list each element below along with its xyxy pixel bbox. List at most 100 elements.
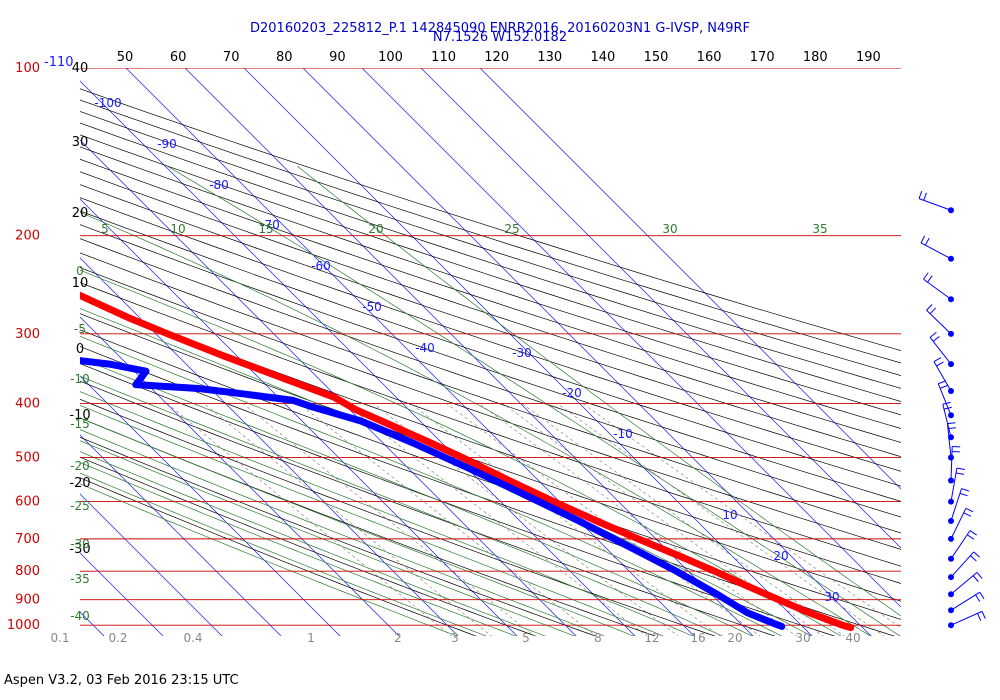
wind-barb-flag — [975, 594, 981, 602]
mixing-ratio-label: 12 — [644, 631, 659, 645]
mixing-ratio-line — [446, 403, 761, 636]
dry-adiabat-line — [80, 197, 901, 472]
wind-barb-flag — [972, 575, 979, 583]
wind-barb-flag — [938, 380, 946, 385]
top-axis-label: 90 — [329, 50, 346, 65]
isotherm-line — [80, 257, 459, 636]
pressure-label: 600 — [15, 495, 40, 510]
wind-barb-flag — [943, 406, 952, 410]
wind-barb-staff — [950, 508, 967, 540]
wind-barb-staff — [950, 591, 981, 611]
moist-adiabat-left-label: -25 — [70, 499, 90, 513]
moist-adiabat-left-label: 0 — [76, 264, 84, 278]
dry-adiabat-line — [80, 282, 901, 567]
pressure-label: 400 — [15, 396, 40, 411]
top-axis-label: 180 — [803, 50, 828, 65]
dry-adiabat-line — [80, 88, 901, 351]
wind-barb-staff — [950, 488, 962, 522]
dry-adiabat-line — [80, 477, 477, 636]
wind-barb-staff — [946, 423, 952, 458]
wind-barb-flag — [923, 192, 927, 201]
wind-barb-flag — [936, 361, 944, 367]
wind-barb-flag — [947, 427, 956, 430]
isotherm-line — [80, 434, 282, 636]
isotherm-line — [420, 68, 901, 549]
wind-barb-staff — [937, 383, 952, 416]
wind-barb-staff — [929, 337, 952, 365]
isotherm-line — [125, 68, 695, 636]
left-axis-label: -10 — [69, 408, 90, 423]
moist-adiabat-label: 30 — [662, 222, 677, 236]
wind-barb-staff — [950, 551, 975, 578]
top-axis-label: 60 — [170, 50, 187, 65]
isotherm-label: -60 — [311, 259, 331, 273]
isotherm-label: 10 — [722, 508, 737, 522]
wind-barb-staff — [933, 361, 952, 392]
dry-adiabat-line — [80, 122, 901, 389]
moist-adiabat-label: 35 — [812, 222, 827, 236]
moist-adiabat-label: 15 — [258, 222, 273, 236]
mixing-ratio-line — [478, 403, 797, 636]
left-axis-label: 40 — [72, 61, 89, 76]
dry-adiabat-line — [80, 238, 901, 518]
wind-barb-flag — [933, 357, 942, 363]
isotherm-line — [361, 68, 901, 608]
moist-adiabat-line — [80, 417, 635, 636]
wind-barb-flag — [977, 613, 982, 621]
isotherm-line — [80, 316, 400, 636]
top-axis-label: 160 — [697, 50, 722, 65]
wind-barb-flag — [920, 235, 926, 244]
wind-barb-flag — [963, 512, 972, 517]
wind-barb-flag — [976, 572, 983, 579]
top-axis-label: 120 — [484, 50, 509, 65]
left-axis-label: 30 — [72, 135, 89, 150]
chart-title-line2: N7.1526 W152.0182 — [432, 30, 568, 45]
moist-adiabat-left-label: -20 — [70, 459, 90, 473]
isotherm-line — [302, 68, 872, 636]
wind-barb-staff — [926, 309, 952, 335]
wind-barb-flag — [932, 335, 940, 342]
wind-barb-staff — [942, 404, 952, 438]
top-axis-label: 130 — [537, 50, 562, 65]
wind-barb-flag — [970, 555, 977, 562]
pressure-label: 900 — [15, 593, 40, 608]
wind-barb-flag — [966, 534, 975, 540]
isotherm-line — [80, 493, 223, 636]
top-axis-label: 170 — [750, 50, 775, 65]
mixing-ratio-label: 1 — [307, 631, 315, 645]
isotherm-line — [479, 68, 901, 490]
isotherm-line — [0, 68, 46, 637]
moist-adiabat-line — [80, 451, 546, 636]
temperature-trace — [80, 291, 855, 632]
dry-adiabat-line — [80, 99, 901, 364]
isotherm-label: 30 — [824, 590, 839, 604]
wind-barb-flag — [965, 507, 974, 513]
wind-barb-staff — [923, 278, 952, 300]
wind-barb-staff — [950, 610, 983, 626]
top-axis-label: 190 — [856, 50, 881, 65]
mixing-ratio-line — [203, 403, 492, 636]
mixing-ratio-line — [344, 403, 648, 636]
isotherm-label: -100 — [94, 96, 121, 110]
moist-adiabat-left-label: -35 — [70, 572, 90, 586]
moist-adiabat-label: 25 — [504, 222, 519, 236]
mixing-ratio-label: 2 — [394, 631, 402, 645]
wind-barb-flag — [939, 384, 948, 389]
top-axis-label: 140 — [590, 50, 615, 65]
wind-barb-flag — [979, 591, 985, 600]
wind-barb-flag — [947, 422, 956, 425]
dewpoint-trace — [80, 357, 786, 630]
mixing-ratio-line — [242, 403, 535, 636]
wind-barb-staff — [920, 242, 952, 260]
wind-barb-flag — [959, 492, 968, 497]
moist-adiabat-line — [80, 269, 842, 636]
isotherm-line — [80, 375, 341, 636]
pressure-label: 100 — [15, 61, 40, 76]
chart-title-line1: D20160203_225812_P.1 142845090 ENRR2016,… — [250, 21, 750, 36]
mixing-ratio-line — [298, 403, 597, 636]
footer-software-label: Aspen V3.2, 03 Feb 2016 23:15 UTC — [4, 673, 239, 688]
isotherm-line — [80, 198, 518, 636]
pressure-label: 800 — [15, 564, 40, 579]
dry-adiabat-line — [80, 111, 901, 376]
